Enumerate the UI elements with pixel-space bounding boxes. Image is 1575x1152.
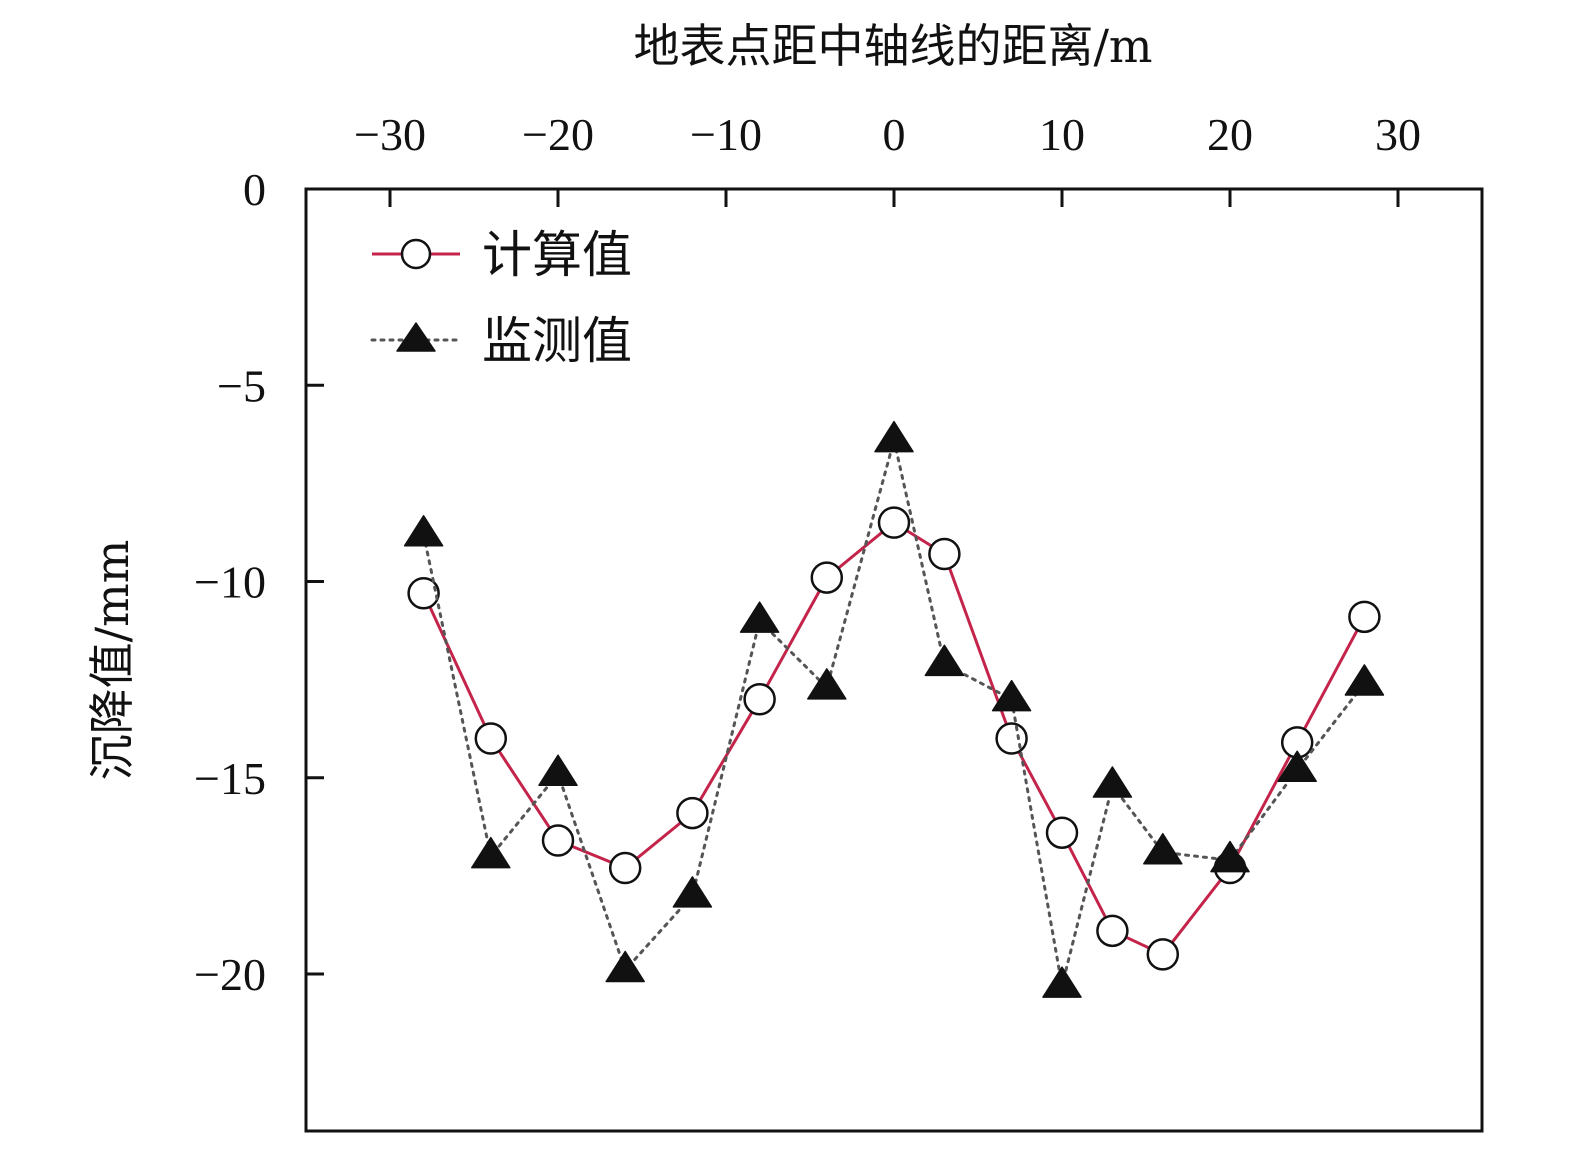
monitored-point	[403, 515, 444, 547]
monitored-point	[1277, 750, 1317, 783]
legend: 计算值 监测值	[370, 226, 632, 370]
series-layer	[403, 420, 1385, 998]
y-axis-title: 沉降值/mm	[85, 540, 139, 781]
calculated-point	[995, 722, 1028, 755]
monitored-point	[1042, 966, 1082, 998]
calculated-point	[474, 722, 508, 755]
x-tick-label: −20	[522, 109, 594, 160]
legend-item-calculated: 计算值	[372, 226, 632, 284]
calculated-point	[1146, 938, 1180, 971]
x-axis-ticks: −30 −20 −10 0 10 20 30	[354, 109, 1421, 207]
calculated-point	[1096, 914, 1129, 948]
x-tick-label: 10	[1039, 109, 1085, 160]
series-calculated	[407, 506, 1381, 971]
y-tick-label: −5	[217, 360, 266, 411]
calculated-point	[541, 824, 575, 857]
y-tick-label: −20	[194, 949, 266, 1000]
monitored-point	[874, 420, 914, 453]
legend-monitored-label: 监测值	[482, 312, 632, 370]
monitored-point	[672, 876, 713, 908]
legend-calculated-label: 计算值	[482, 226, 632, 284]
calculated-point	[877, 506, 911, 539]
y-tick-label: 0	[243, 164, 266, 215]
x-tick-label: −10	[690, 109, 762, 160]
monitored-point	[807, 668, 847, 700]
calculated-point	[928, 537, 961, 571]
series-monitored	[403, 420, 1385, 998]
monitored-point	[1143, 832, 1183, 865]
legend-calculated-marker	[400, 238, 432, 270]
monitored-series-line	[422, 438, 1366, 988]
x-tick-label: 0	[883, 109, 906, 160]
monitored-point	[471, 836, 511, 869]
monitored-point	[924, 644, 965, 677]
monitored-point	[991, 679, 1032, 712]
legend-item-monitored: 监测值	[370, 312, 632, 370]
monitored-point	[1344, 664, 1385, 696]
x-tick-label: 30	[1375, 109, 1421, 160]
x-tick-label: −30	[354, 109, 426, 160]
monitored-point	[1092, 766, 1133, 798]
calculated-point	[608, 851, 642, 885]
y-axis-ticks: 0 −5 −10 −15 −20	[194, 164, 324, 1000]
calculated-point	[743, 683, 776, 716]
monitored-point	[1210, 840, 1250, 873]
monitored-point	[739, 601, 780, 633]
monitored-point	[538, 754, 578, 786]
calculated-point	[407, 577, 440, 610]
x-tick-label: 20	[1207, 109, 1253, 160]
calculated-series-line	[422, 521, 1366, 956]
calculated-point	[1348, 600, 1381, 634]
x-axis-title: 地表点距中轴线的距离/m	[633, 19, 1152, 73]
calculated-point	[676, 796, 709, 830]
legend-monitored-marker	[396, 322, 436, 352]
calculated-point	[810, 561, 844, 594]
y-tick-label: −10	[194, 557, 266, 608]
monitored-point	[605, 950, 645, 983]
calculated-point	[1045, 816, 1079, 849]
y-tick-label: −15	[194, 753, 266, 804]
